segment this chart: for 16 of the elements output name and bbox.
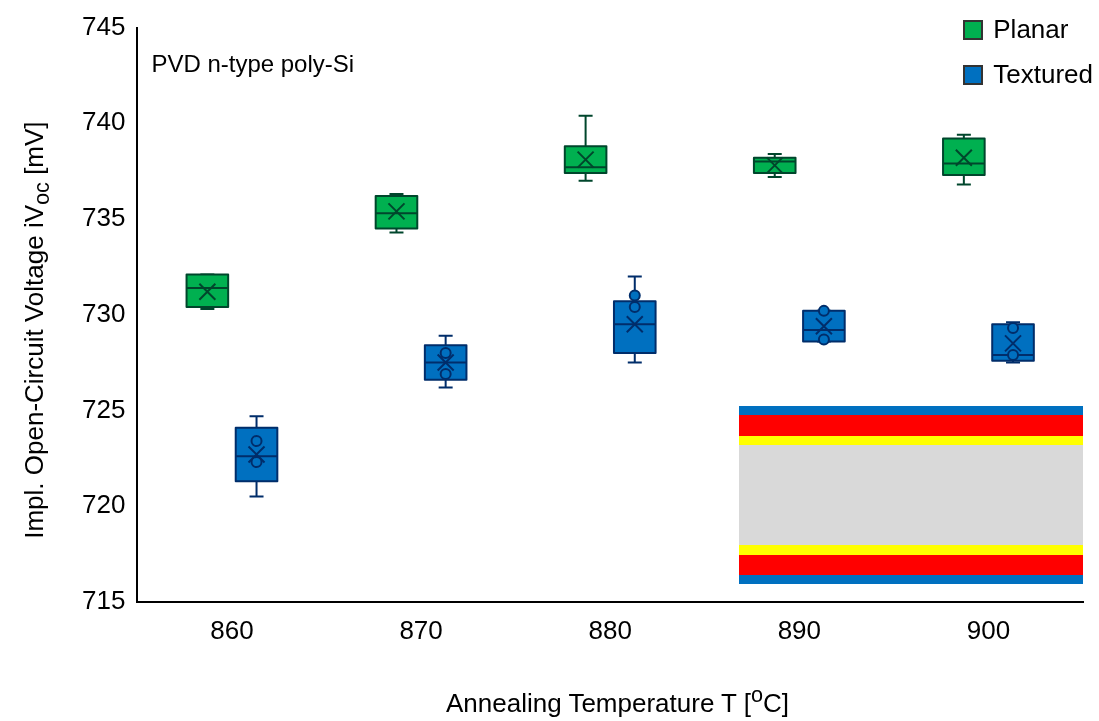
y-tick-label: 725 bbox=[81, 393, 126, 424]
y-tick-label: 745 bbox=[81, 10, 126, 41]
x-tick-label: 890 bbox=[777, 614, 822, 645]
x-tick-label: 860 bbox=[210, 614, 254, 645]
y-tick-label: 715 bbox=[81, 584, 126, 615]
y-tick-label: 740 bbox=[81, 106, 126, 137]
y-tick-label: 735 bbox=[81, 202, 126, 233]
y-tick-label: 720 bbox=[81, 489, 126, 520]
x-tick-label: 900 bbox=[966, 614, 1011, 645]
y-tick-label: 730 bbox=[81, 297, 126, 328]
x-axis-title: Annealing Temperature T [$^{o}$C] bbox=[445, 682, 790, 719]
x-tick-label: 870 bbox=[399, 614, 443, 645]
legend-label: Textured bbox=[993, 59, 1093, 90]
legend-label: Planar bbox=[993, 14, 1069, 45]
x-tick-label: 880 bbox=[588, 614, 632, 645]
annotation: PVD n-type poly-Si bbox=[151, 50, 355, 78]
